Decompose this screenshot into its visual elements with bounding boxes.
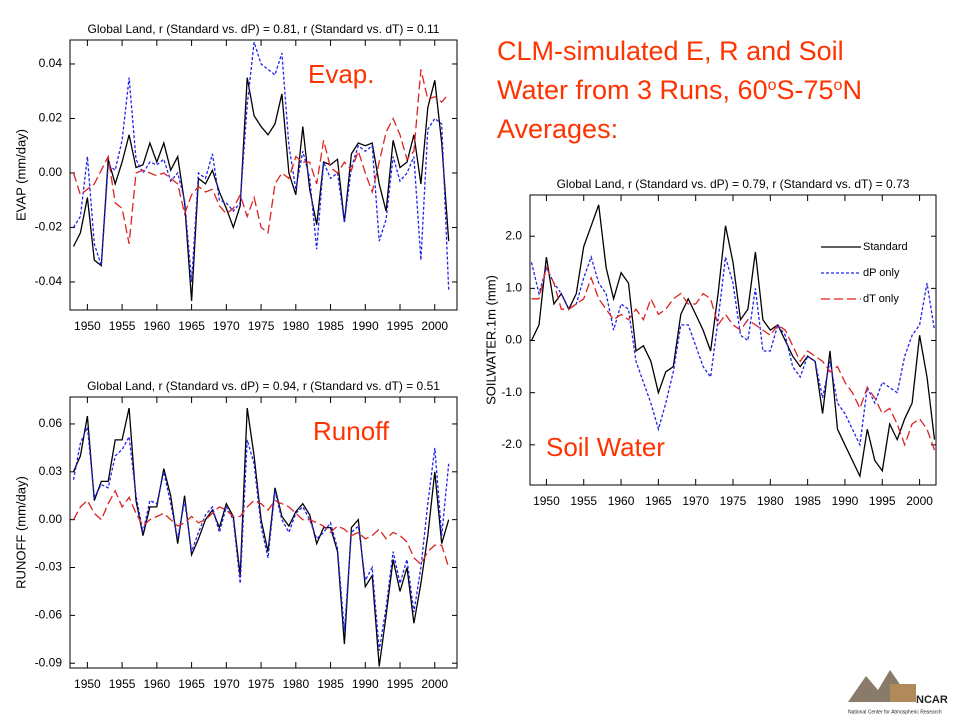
plot-frame bbox=[529, 194, 937, 486]
logo: NCAR National Center for Atmospheric Res… bbox=[848, 670, 948, 715]
chart-title: Global Land, r (Standard vs. dP) = 0.81,… bbox=[88, 22, 440, 36]
x-tick-label: 1975 bbox=[248, 319, 275, 333]
x-tick-label: 1980 bbox=[282, 319, 309, 333]
y-tick-label: -0.04 bbox=[35, 274, 63, 288]
x-tick-label: 1975 bbox=[248, 677, 275, 691]
chart-title: Global Land, r (Standard vs. dP) = 0.94,… bbox=[87, 379, 440, 393]
x-tick-label: 1980 bbox=[757, 494, 784, 508]
chart-title: Global Land, r (Standard vs. dP) = 0.79,… bbox=[557, 177, 910, 191]
x-tick-label: 1970 bbox=[213, 677, 240, 691]
x-tick-label: 1955 bbox=[109, 677, 136, 691]
heading-text: Averages: bbox=[497, 114, 619, 144]
y-tick-label: 1.0 bbox=[505, 281, 522, 295]
x-tick-label: 1990 bbox=[352, 319, 379, 333]
x-tick-label: 1960 bbox=[143, 677, 170, 691]
x-tick-label: 1990 bbox=[352, 677, 379, 691]
y-tick-label: 0.04 bbox=[39, 56, 63, 70]
y-tick-label: 0.0 bbox=[505, 333, 522, 347]
y-axis-label: SOILWATER.1m (mm) bbox=[483, 275, 498, 405]
x-tick-label: 2000 bbox=[421, 677, 448, 691]
y-tick-label: -0.09 bbox=[35, 655, 63, 669]
series-line bbox=[72, 489, 450, 568]
y-tick-label: 0.00 bbox=[39, 512, 63, 526]
plot-frame bbox=[69, 39, 458, 311]
logo-name: NCAR bbox=[916, 694, 948, 706]
slide-heading: CLM-simulated E, R and Soil Water from 3 … bbox=[497, 32, 862, 149]
x-tick-label: 1985 bbox=[794, 494, 821, 508]
x-tick-label: 2000 bbox=[421, 319, 448, 333]
x-tick-label: 1995 bbox=[869, 494, 896, 508]
series-line bbox=[530, 204, 936, 479]
logo-building bbox=[890, 684, 916, 702]
x-tick-label: 1985 bbox=[317, 319, 344, 333]
series-line bbox=[530, 254, 936, 448]
x-tick-label: 1960 bbox=[608, 494, 635, 508]
y-tick-label: 0.03 bbox=[39, 464, 63, 478]
x-tick-label: 2000 bbox=[906, 494, 933, 508]
x-tick-label: 1965 bbox=[645, 494, 672, 508]
chart: Global Land, r (Standard vs. dP) = 0.81,… bbox=[13, 22, 458, 333]
x-tick-label: 1985 bbox=[317, 677, 344, 691]
plot-frame bbox=[69, 396, 458, 669]
x-tick-label: 1955 bbox=[109, 319, 136, 333]
y-axis-label: EVAP (mm/day) bbox=[13, 129, 28, 221]
chart: Global Land, r (Standard vs. dP) = 0.94,… bbox=[13, 379, 458, 691]
y-tick-label: -0.03 bbox=[35, 560, 63, 574]
y-tick-label: 2.0 bbox=[505, 228, 522, 242]
heading-text: S-75 bbox=[776, 75, 834, 105]
series-line bbox=[531, 265, 936, 451]
chart-annotation: Evap. bbox=[308, 59, 375, 89]
x-tick-label: 1960 bbox=[143, 319, 170, 333]
heading-text: CLM-simulated E, R and Soil bbox=[497, 36, 844, 66]
x-tick-label: 1995 bbox=[387, 319, 414, 333]
x-tick-label: 1955 bbox=[570, 494, 597, 508]
legend-label: Standard bbox=[863, 241, 908, 253]
x-tick-label: 1965 bbox=[178, 319, 205, 333]
x-tick-label: 1965 bbox=[178, 677, 205, 691]
chart-annotation: Soil Water bbox=[546, 432, 665, 462]
series-line bbox=[72, 69, 450, 244]
y-tick-label: -0.02 bbox=[35, 220, 63, 234]
heading-text: Water from 3 Runs, 60 bbox=[497, 75, 768, 105]
x-tick-label: 1975 bbox=[720, 494, 747, 508]
logo-caption: National Center for Atmospheric Research bbox=[848, 709, 942, 715]
x-tick-label: 1990 bbox=[832, 494, 859, 508]
series-line bbox=[72, 424, 450, 651]
y-tick-label: 0.00 bbox=[39, 165, 63, 179]
chart: Global Land, r (Standard vs. dP) = 0.79,… bbox=[483, 177, 937, 508]
series-line bbox=[72, 77, 450, 302]
series-line bbox=[72, 42, 450, 291]
x-tick-label: 1950 bbox=[74, 319, 101, 333]
x-tick-label: 1980 bbox=[282, 677, 309, 691]
heading-superscript: o bbox=[767, 77, 777, 94]
series-line bbox=[72, 407, 450, 667]
y-axis-label: RUNOFF (mm/day) bbox=[13, 476, 28, 589]
x-tick-label: 1970 bbox=[213, 319, 240, 333]
y-tick-label: -1.0 bbox=[501, 385, 522, 399]
x-tick-label: 1950 bbox=[74, 677, 101, 691]
y-tick-label: 0.06 bbox=[39, 416, 63, 430]
legend-label: dT only bbox=[863, 293, 899, 305]
heading-superscript: o bbox=[833, 77, 843, 94]
y-tick-label: -0.06 bbox=[35, 608, 63, 622]
legend-label: dP only bbox=[863, 267, 900, 279]
x-tick-label: 1995 bbox=[387, 677, 414, 691]
x-tick-label: 1950 bbox=[533, 494, 560, 508]
y-tick-label: 0.02 bbox=[39, 111, 63, 125]
heading-text: N bbox=[842, 75, 862, 105]
chart-annotation: Runoff bbox=[313, 416, 390, 446]
x-tick-label: 1970 bbox=[682, 494, 709, 508]
y-tick-label: -2.0 bbox=[501, 437, 522, 451]
